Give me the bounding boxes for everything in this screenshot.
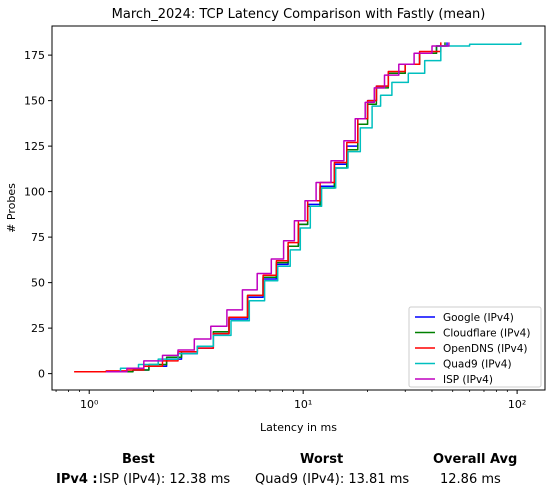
x-axis-ticks: 10⁰ 10¹ 10² xyxy=(55,390,526,411)
y-tick-label: 25 xyxy=(31,322,45,335)
x-tick-label: 10² xyxy=(508,398,526,411)
latency-cdf-chart: March_2024: TCP Latency Comparison with … xyxy=(5,7,546,434)
y-tick-label: 100 xyxy=(24,186,45,199)
series-line-quad9 xyxy=(106,42,522,373)
y-axis-label: # Probes xyxy=(5,183,18,233)
legend-box xyxy=(408,306,542,388)
overall-avg-heading: Overall Avg xyxy=(433,452,518,467)
legend-label: Cloudflare (IPv4) xyxy=(443,328,530,340)
worst-value: Quad9 (IPv4): 13.81 ms xyxy=(255,472,410,487)
series-line-opendns xyxy=(74,42,442,373)
legend-label: Quad9 (IPv4) xyxy=(443,359,512,371)
series-line-isp xyxy=(106,42,450,373)
series-line-google xyxy=(113,42,448,373)
series-lines xyxy=(74,42,522,373)
y-tick-label: 175 xyxy=(24,49,45,62)
y-tick-label: 0 xyxy=(38,368,45,381)
overall-avg-value: 12.86 ms xyxy=(440,472,501,487)
y-tick-label: 150 xyxy=(24,95,45,108)
chart-title: March_2024: TCP Latency Comparison with … xyxy=(112,7,486,22)
x-tick-label: 10¹ xyxy=(294,398,312,411)
y-tick-label: 75 xyxy=(31,231,45,244)
legend-label: Google (IPv4) xyxy=(443,312,514,324)
x-tick-label: 10⁰ xyxy=(80,398,99,411)
x-axis-label: Latency in ms xyxy=(260,421,337,434)
legend-label: OpenDNS (IPv4) xyxy=(443,343,528,355)
y-tick-label: 125 xyxy=(24,140,45,153)
y-axis-ticks: 0 25 50 75 100 125 150 175 xyxy=(24,49,52,381)
plot-frame xyxy=(51,25,546,391)
worst-heading: Worst xyxy=(300,452,344,467)
series-line-cloudflare xyxy=(113,42,446,373)
best-heading: Best xyxy=(122,452,155,467)
y-tick-label: 50 xyxy=(31,277,45,290)
ipv4-row-label: IPv4 : xyxy=(56,472,98,487)
chart-legend: Google (IPv4) Cloudflare (IPv4) OpenDNS (I… xyxy=(408,306,542,388)
best-value: ISP (IPv4): 12.38 ms xyxy=(99,472,231,487)
legend-label: ISP (IPv4) xyxy=(443,374,493,386)
